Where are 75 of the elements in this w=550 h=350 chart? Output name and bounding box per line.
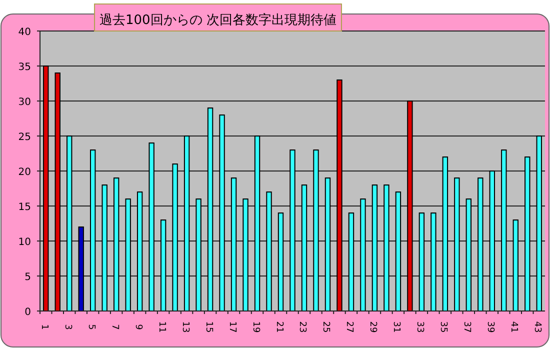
bar <box>90 150 96 312</box>
chart-title: 過去100回からの 次回各数字出現期待値 <box>100 12 336 28</box>
bar <box>254 136 260 312</box>
bar <box>372 184 378 312</box>
bar <box>184 136 190 312</box>
bar <box>160 220 166 312</box>
x-tick-label: 13 <box>180 321 190 333</box>
bar <box>43 66 49 312</box>
x-tick-label: 29 <box>368 321 378 333</box>
bar <box>478 178 484 312</box>
bar <box>501 150 507 312</box>
x-tick-label: 35 <box>438 321 448 333</box>
bar <box>512 220 518 312</box>
bar <box>207 108 214 312</box>
bar <box>125 198 131 312</box>
x-tick-label: 7 <box>109 324 120 330</box>
y-tick-label: 0 <box>24 307 31 318</box>
bar <box>78 226 84 312</box>
bar <box>278 212 284 312</box>
y-tick-label: 35 <box>18 62 31 73</box>
y-tick-label: 15 <box>18 202 31 213</box>
bar <box>524 156 530 312</box>
bar <box>442 156 448 312</box>
bar <box>313 150 319 312</box>
bar <box>336 80 342 312</box>
bar <box>324 178 331 312</box>
bar <box>395 192 402 312</box>
x-tick-label: 11 <box>156 321 166 333</box>
bar <box>489 170 495 312</box>
bar <box>430 212 436 312</box>
bar <box>219 114 225 312</box>
y-tick-label: 30 <box>18 97 31 108</box>
y-tick-label: 10 <box>18 237 31 248</box>
bar <box>148 142 154 312</box>
y-tick-label: 25 <box>18 132 31 143</box>
y-tick-label: 5 <box>24 272 31 283</box>
bar <box>266 192 272 312</box>
x-tick-label: 17 <box>226 321 237 333</box>
bar <box>136 192 143 312</box>
bar <box>418 212 425 312</box>
x-tick-label: 19 <box>250 321 260 333</box>
x-tick-label: 31 <box>391 321 402 333</box>
x-tick-label: 5 <box>86 324 96 330</box>
x-tick-label: 39 <box>485 321 496 333</box>
x-tick-label: 41 <box>508 321 519 333</box>
bar <box>230 178 237 312</box>
x-tick-label: 33 <box>414 321 425 333</box>
bar <box>102 184 108 312</box>
bar <box>301 184 308 312</box>
x-tick-label: 15 <box>203 321 214 333</box>
bar <box>536 136 542 312</box>
bar <box>196 198 202 312</box>
x-tick-label: 37 <box>462 321 472 333</box>
bar <box>360 198 366 312</box>
bar <box>454 178 460 312</box>
y-tick-label: 40 <box>18 27 31 38</box>
x-tick-label: 23 <box>297 321 308 333</box>
x-tick-label: 9 <box>132 324 143 330</box>
bar <box>384 184 390 312</box>
x-tick-label: 21 <box>274 321 284 333</box>
bar <box>466 198 472 312</box>
bar <box>407 100 413 312</box>
x-tick-label: 43 <box>532 321 542 333</box>
bar <box>113 178 120 312</box>
y-tick-label: 20 <box>18 167 31 178</box>
bar <box>242 198 248 312</box>
bar <box>66 136 72 312</box>
bar <box>348 212 354 312</box>
bar <box>172 164 178 312</box>
bar <box>290 150 296 312</box>
bar <box>54 72 60 312</box>
x-tick-label: 27 <box>344 321 354 333</box>
x-tick-label: 1 <box>38 324 49 330</box>
x-tick-label: 25 <box>320 321 331 333</box>
x-tick-label: 3 <box>62 324 72 330</box>
